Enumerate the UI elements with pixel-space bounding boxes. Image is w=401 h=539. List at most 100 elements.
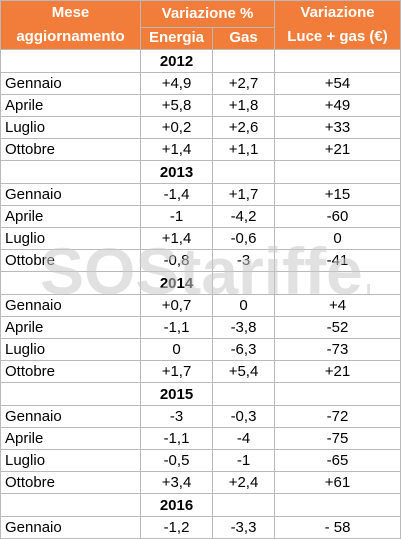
energia-cell: -1,2 — [140, 516, 213, 539]
month-cell: Luglio — [0, 449, 141, 472]
table-row: Ottobre -0,8 -3 -41 — [0, 249, 401, 272]
year-spacer — [274, 493, 401, 517]
month-cell: Aprile — [0, 427, 141, 450]
header-variazione-eur-line2: Luce + gas (€) — [287, 28, 388, 45]
eur-cell: +4 — [274, 294, 401, 317]
gas-cell: 0 — [212, 294, 275, 317]
month-cell: Aprile — [0, 94, 141, 117]
gas-cell: +1,7 — [212, 183, 275, 206]
table-row: Luglio +1,4 -0,6 0 — [0, 227, 401, 250]
table-row: Aprile +5,8 +1,8 +49 — [0, 94, 401, 117]
table-row: Gennaio +4,9 +2,7 +54 — [0, 72, 401, 95]
energia-cell: +3,4 — [140, 471, 213, 494]
eur-cell: -52 — [274, 316, 401, 339]
gas-cell: +1,8 — [212, 94, 275, 117]
table-row: Luglio -0,5 -1 -65 — [0, 449, 401, 472]
gas-cell: +5,4 — [212, 360, 275, 383]
eur-cell: - 58 — [274, 516, 401, 539]
month-cell: Ottobre — [0, 471, 141, 494]
header-mese-line1: Mese — [51, 4, 90, 21]
year-row: 2016 — [0, 493, 401, 517]
eur-cell: +15 — [274, 183, 401, 206]
gas-cell: -4,2 — [212, 205, 275, 228]
year-spacer — [212, 382, 275, 406]
year-label: 2016 — [140, 493, 213, 517]
month-cell: Luglio — [0, 338, 141, 361]
table-row: Gennaio +0,7 0 +4 — [0, 294, 401, 317]
energia-cell: +5,8 — [140, 94, 213, 117]
month-cell: Gennaio — [0, 183, 141, 206]
energia-cell: -3 — [140, 405, 213, 428]
eur-cell: +49 — [274, 94, 401, 117]
table-row: Luglio 0 -6,3 -73 — [0, 338, 401, 361]
table-row: Ottobre +1,4 +1,1 +21 — [0, 138, 401, 161]
year-spacer — [212, 271, 275, 295]
year-spacer — [212, 49, 275, 73]
year-row: 2012 — [0, 49, 401, 73]
year-spacer — [274, 49, 401, 73]
eur-cell: +33 — [274, 116, 401, 139]
header-variazione-eur-line1: Variazione — [300, 4, 375, 21]
year-label: 2013 — [140, 160, 213, 184]
month-cell: Ottobre — [0, 360, 141, 383]
month-cell: Gennaio — [0, 294, 141, 317]
year-spacer — [274, 271, 401, 295]
energia-cell: 0 — [140, 338, 213, 361]
month-cell: Luglio — [0, 227, 141, 250]
eur-cell: -60 — [274, 205, 401, 228]
year-label: 2015 — [140, 382, 213, 406]
year-spacer — [0, 493, 141, 517]
energia-cell: -0,8 — [140, 249, 213, 272]
header-energia: Energia — [140, 26, 213, 51]
table-row: Ottobre +1,7 +5,4 +21 — [0, 360, 401, 383]
header-mese-line2: aggiornamento — [16, 28, 125, 45]
energia-cell: +0,7 — [140, 294, 213, 317]
year-row: 2014 — [0, 271, 401, 295]
energia-cell: +1,4 — [140, 227, 213, 250]
table-body: 2012 Gennaio +4,9 +2,7 +54 Aprile +5,8 +1,8 +49 L… — [0, 49, 401, 539]
energia-cell: +4,9 — [140, 72, 213, 95]
eur-cell: -72 — [274, 405, 401, 428]
table-row: Ottobre +3,4 +2,4 +61 — [0, 471, 401, 494]
table-row: Aprile -1 -4,2 -60 — [0, 205, 401, 228]
month-cell: Luglio — [0, 116, 141, 139]
month-cell: Gennaio — [0, 405, 141, 428]
month-cell: Gennaio — [0, 72, 141, 95]
year-spacer — [0, 160, 141, 184]
gas-cell: -0,3 — [212, 405, 275, 428]
energia-cell: -1,1 — [140, 316, 213, 339]
eur-cell: -41 — [274, 249, 401, 272]
gas-cell: -6,3 — [212, 338, 275, 361]
eur-cell: 0 — [274, 227, 401, 250]
gas-cell: +2,6 — [212, 116, 275, 139]
table-row: Aprile -1,1 -3,8 -52 — [0, 316, 401, 339]
month-cell: Gennaio — [0, 516, 141, 539]
month-cell: Aprile — [0, 205, 141, 228]
eur-cell: +54 — [274, 72, 401, 95]
year-spacer — [0, 271, 141, 295]
year-label: 2012 — [140, 49, 213, 73]
energia-cell: +0,2 — [140, 116, 213, 139]
year-spacer — [212, 160, 275, 184]
eur-cell: -65 — [274, 449, 401, 472]
header-variazione-pct: Variazione % — [140, 0, 275, 28]
month-cell: Aprile — [0, 316, 141, 339]
eur-cell: +61 — [274, 471, 401, 494]
gas-cell: -3,3 — [212, 516, 275, 539]
energia-cell: -1,4 — [140, 183, 213, 206]
header-gas: Gas — [212, 26, 275, 51]
header-mese: Mese aggiornamento — [0, 0, 141, 50]
year-spacer — [274, 382, 401, 406]
gas-cell: -3,8 — [212, 316, 275, 339]
year-spacer — [212, 493, 275, 517]
energia-cell: -1 — [140, 205, 213, 228]
energia-cell: -0,5 — [140, 449, 213, 472]
table-row: Gennaio -1,4 +1,7 +15 — [0, 183, 401, 206]
gas-cell: -1 — [212, 449, 275, 472]
table-row: Gennaio -1,2 -3,3- 58 — [0, 516, 401, 539]
energia-cell: +1,7 — [140, 360, 213, 383]
year-row: 2015 — [0, 382, 401, 406]
energia-cell: +1,4 — [140, 138, 213, 161]
gas-cell: -3 — [212, 249, 275, 272]
